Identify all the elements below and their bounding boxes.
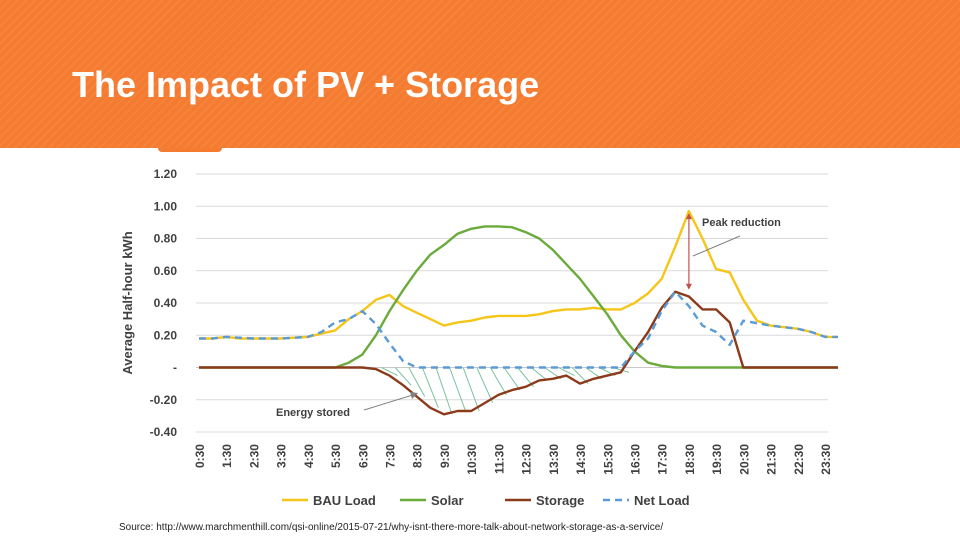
source-citation: Source: http://www.marchmenthill.com/qsi… <box>119 522 664 533</box>
x-tick-label: 1:30 <box>220 444 234 468</box>
x-tick-label: 8:30 <box>411 444 425 468</box>
peak-reduction-pointer <box>692 235 741 257</box>
x-tick-label: 13:30 <box>547 444 561 475</box>
y-tick-label: -0.40 <box>150 425 178 439</box>
peak-reduction-label: Peak reduction <box>702 217 781 229</box>
slide-header <box>0 0 960 148</box>
legend-label: BAU Load <box>313 493 376 508</box>
header-notch <box>158 148 222 152</box>
x-tick-label: 19:30 <box>710 444 724 475</box>
arrowhead <box>685 213 692 220</box>
energy-stored-hatch <box>381 367 398 377</box>
y-tick-label: 0.60 <box>154 264 178 278</box>
x-tick-label: 16:30 <box>628 444 642 475</box>
slide-title: The Impact of PV + Storage <box>72 64 540 105</box>
series-line-solar <box>199 225 838 369</box>
energy-stored-hatch <box>394 367 412 386</box>
y-tick-label: 0.20 <box>154 328 178 342</box>
series-line-storage <box>199 290 838 416</box>
legend-label: Net Load <box>634 493 690 508</box>
x-tick-label: 10:30 <box>465 444 479 475</box>
x-tick-label: 0:30 <box>193 444 207 468</box>
x-tick-label: 6:30 <box>356 444 370 468</box>
x-tick-label: 21:30 <box>765 444 779 475</box>
energy-stored-hatch <box>476 367 494 404</box>
x-tick-label: 23:30 <box>819 444 833 475</box>
x-tick-label: 7:30 <box>384 444 398 468</box>
energy-stored-hatch <box>489 367 507 396</box>
x-tick-label: 4:30 <box>302 444 316 468</box>
x-tick-label: 15:30 <box>601 444 615 475</box>
x-tick-label: 5:30 <box>329 444 343 468</box>
x-tick-label: 11:30 <box>492 444 506 474</box>
y-tick-label: - <box>173 361 177 375</box>
legend-label: Solar <box>431 493 464 508</box>
x-tick-label: 18:30 <box>683 444 697 475</box>
arrowhead <box>410 392 418 399</box>
x-tick-label: 3:30 <box>275 444 289 468</box>
x-tick-label: 9:30 <box>438 444 452 468</box>
y-tick-label: 1.00 <box>154 199 178 213</box>
y-axis-label: Average Half-hour kWh <box>120 231 135 374</box>
energy-stored-hatch <box>462 367 480 412</box>
y-tick-label: 0.40 <box>154 296 178 310</box>
y-tick-label: 1.20 <box>154 167 178 181</box>
x-tick-label: 12:30 <box>520 444 534 475</box>
x-tick-label: 14:30 <box>574 444 588 475</box>
y-tick-label: 0.80 <box>154 232 178 246</box>
energy-stored-hatch <box>503 367 521 391</box>
energy-stored-hatch <box>449 367 467 412</box>
arrowhead <box>685 283 692 290</box>
energy-stored-label: Energy stored <box>276 407 350 419</box>
x-tick-label: 17:30 <box>656 444 670 475</box>
y-tick-label: -0.20 <box>150 393 178 407</box>
x-tick-label: 2:30 <box>247 444 261 468</box>
energy-stored-hatch <box>530 367 548 381</box>
energy-stored-hatch <box>408 367 426 397</box>
series-line-net-load <box>199 290 838 369</box>
energy-stored-hatch <box>435 367 453 415</box>
x-tick-label: 20:30 <box>737 444 751 475</box>
x-tick-label: 22:30 <box>792 444 806 475</box>
legend-label: Storage <box>536 493 584 508</box>
series-line-bau-load <box>199 209 838 340</box>
energy-stored-pointer <box>363 393 417 411</box>
energy-stored-hatch <box>558 367 575 377</box>
energy-stored-hatch <box>421 367 439 408</box>
line-chart: 1.20 1.00 0.80 0.60 0.40 0.20 - -0.20 -0.40 Avera… <box>120 167 838 508</box>
